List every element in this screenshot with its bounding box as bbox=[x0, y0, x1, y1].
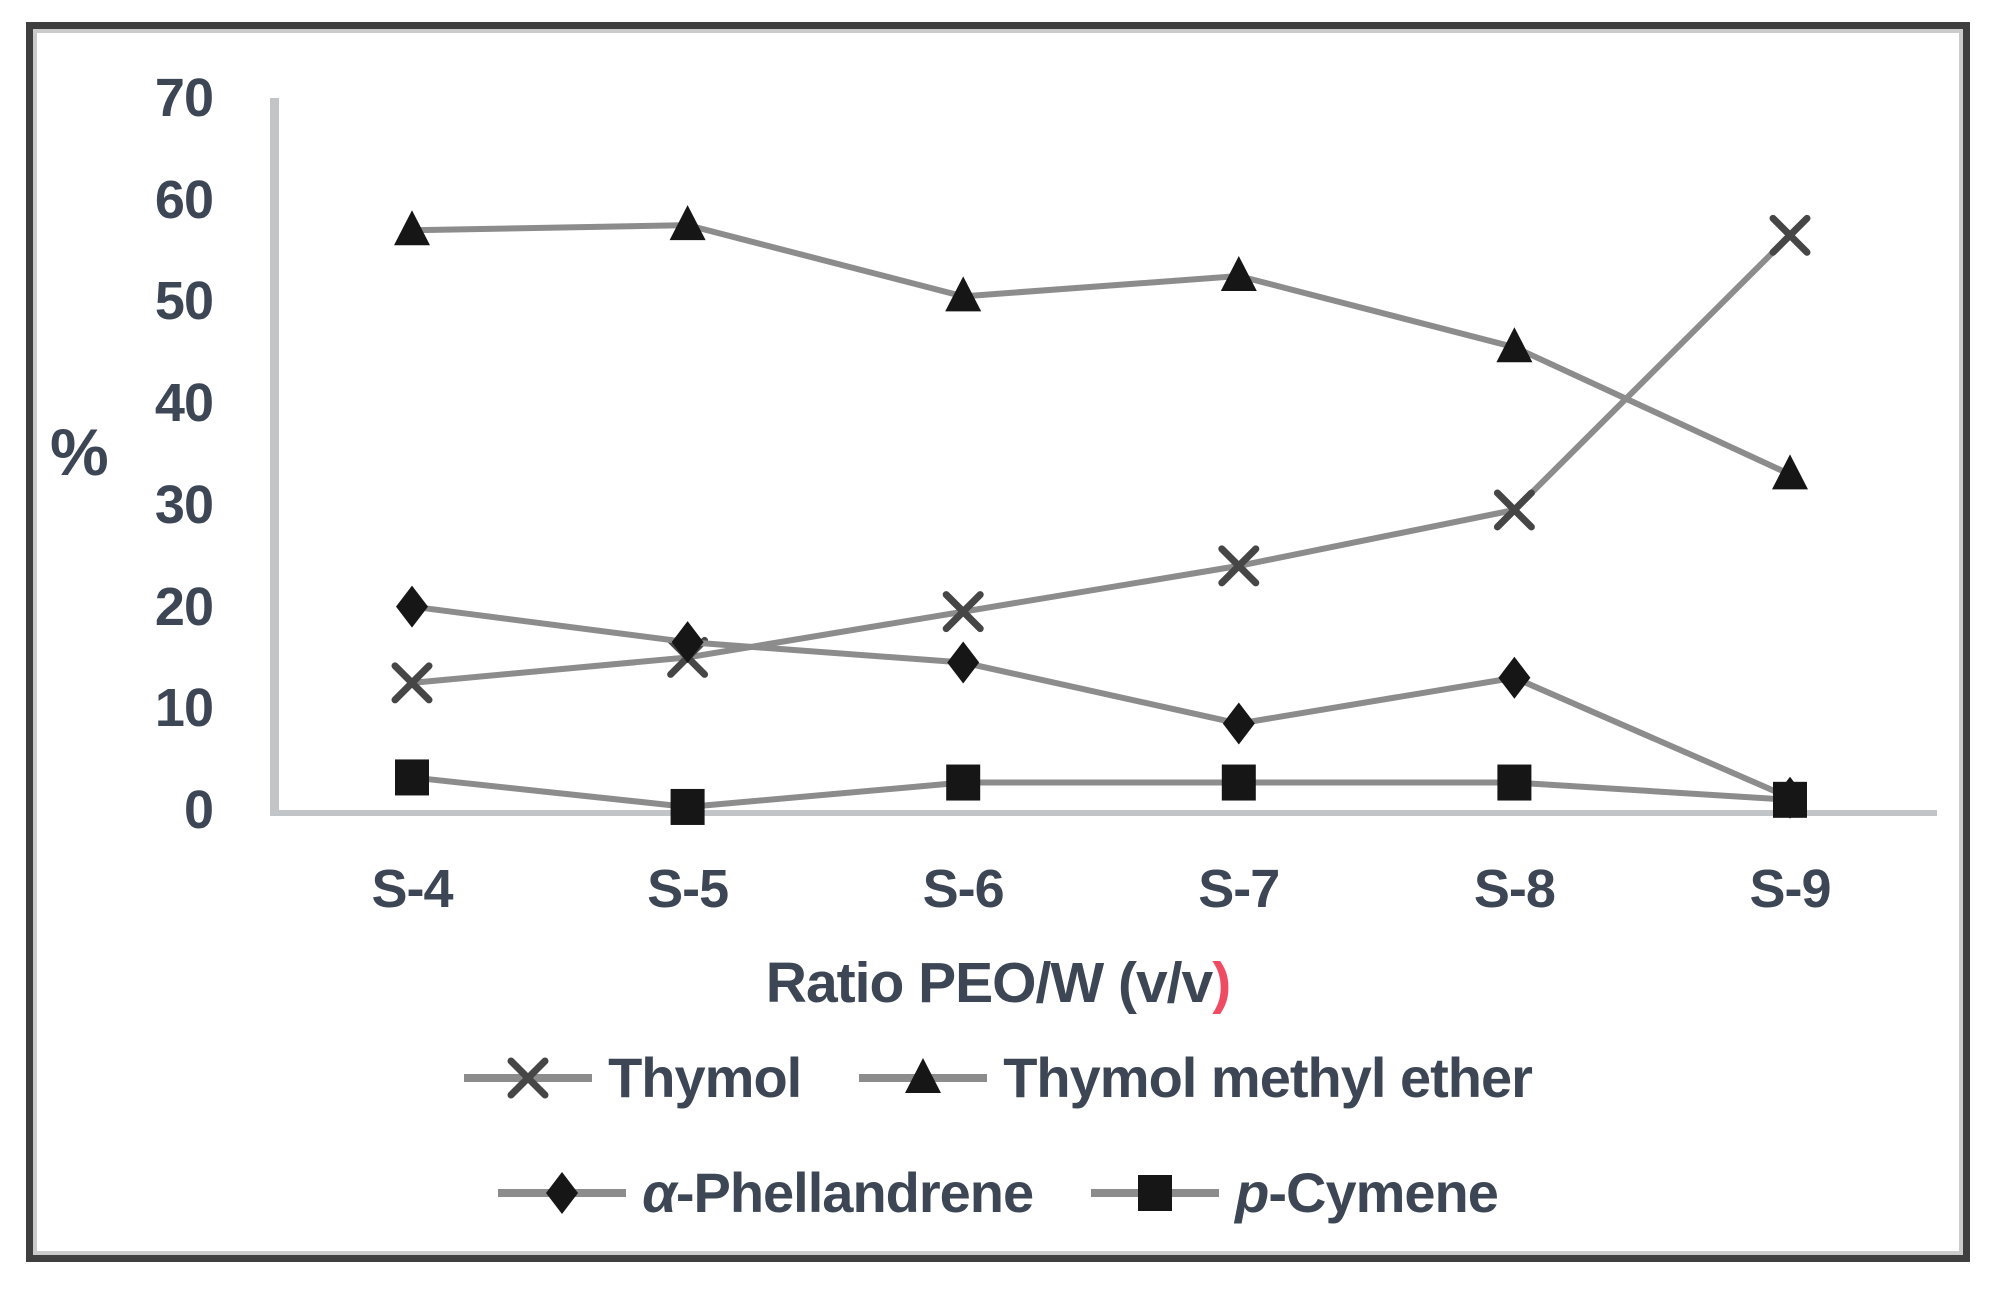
x-axis-title-text: Ratio PEO/W (v/v bbox=[765, 951, 1213, 1015]
legend-row-1: Thymol Thymol methyl ether bbox=[0, 1050, 1996, 1106]
marker--phellandrene-s-8 bbox=[1498, 656, 1531, 699]
x-tick-label: S-7 bbox=[1198, 859, 1280, 919]
y-tick-label: 50 bbox=[154, 271, 214, 332]
legend-diamond-glyph bbox=[546, 1172, 579, 1214]
marker-p-cymene-s-7 bbox=[1221, 764, 1256, 801]
marker-thymol-methyl-ether-s-7 bbox=[1220, 256, 1257, 291]
marker-p-cymene-s-8 bbox=[1497, 764, 1532, 801]
plot-area bbox=[270, 98, 1937, 816]
marker-p-cymene-s-6 bbox=[946, 764, 981, 801]
series-line-p-cymene bbox=[411, 774, 1791, 810]
marker-thymol-methyl-ether-s-4 bbox=[394, 210, 430, 246]
marker-p-cymene-s-5 bbox=[670, 788, 705, 825]
legend-triangle-glyph bbox=[905, 1058, 942, 1093]
marker-thymol-methyl-ether-s-6 bbox=[945, 276, 982, 312]
y-axis-tick-labels: 0 10 20 30 40 50 60 70 bbox=[0, 0, 214, 1292]
legend-item-p-cymene: p-Cymene bbox=[1091, 1161, 1499, 1224]
series-line-thymol bbox=[411, 233, 1793, 686]
legend-square-glyph bbox=[1138, 1175, 1173, 1211]
marker-thymol-methyl-ether-s-5 bbox=[669, 205, 706, 241]
legend-diamond-marker-icon bbox=[498, 1172, 627, 1214]
marker-thymol-s-8 bbox=[1493, 489, 1535, 531]
x-axis-title: Ratio PEO/W (v/v) bbox=[0, 955, 1996, 1012]
marker-thymol-methyl-ether-s-8 bbox=[1496, 327, 1533, 363]
y-tick-label: 60 bbox=[154, 169, 214, 230]
x-tick-label: S-4 bbox=[371, 859, 453, 919]
x-axis-title-paren: ) bbox=[1212, 951, 1231, 1015]
x-tick-label: S-6 bbox=[922, 859, 1005, 919]
y-tick-label: 70 bbox=[154, 68, 214, 128]
legend-item-phellandrene: α-Phellandrene bbox=[498, 1161, 1034, 1224]
x-tick-label: S-8 bbox=[1473, 859, 1556, 919]
y-tick-label: 30 bbox=[154, 474, 214, 535]
marker-thymol-s-6 bbox=[942, 591, 984, 633]
figure-frame bbox=[26, 22, 1970, 1262]
marker-p-cymene-s-9 bbox=[1773, 781, 1807, 818]
marker--phellandrene-s-5 bbox=[671, 621, 704, 664]
legend-item-thymol: Thymol bbox=[464, 1046, 802, 1109]
legend-square-marker-icon bbox=[1091, 1175, 1220, 1211]
series-line-thymol-methyl-ether bbox=[411, 222, 1792, 478]
y-tick-label: 20 bbox=[154, 576, 214, 637]
marker--phellandrene-s-4 bbox=[396, 585, 428, 628]
legend-label-p-cymene: p-Cymene bbox=[1235, 1161, 1499, 1224]
marker-thymol-methyl-ether-s-9 bbox=[1772, 454, 1808, 490]
marker-thymol-s-9 bbox=[1769, 214, 1811, 256]
x-tick-label: S-5 bbox=[647, 859, 729, 919]
legend-label-thymol-methyl-ether: Thymol methyl ether bbox=[1003, 1046, 1533, 1109]
legend-item-thymol-methyl-ether: Thymol methyl ether bbox=[859, 1046, 1533, 1109]
marker-p-cymene-s-4 bbox=[395, 759, 429, 796]
y-tick-label: 10 bbox=[154, 678, 214, 739]
series-line--phellandrene bbox=[411, 603, 1792, 801]
legend-label-thymol: Thymol bbox=[608, 1046, 802, 1109]
marker--phellandrene-s-7 bbox=[1222, 702, 1255, 745]
marker-thymol-s-7 bbox=[1218, 545, 1260, 587]
y-tick-label: 40 bbox=[154, 373, 214, 434]
y-tick-label: 0 bbox=[183, 780, 214, 840]
legend-row-2: α-Phellandrene p-Cymene bbox=[0, 1165, 1996, 1221]
legend-triangle-marker-icon bbox=[859, 1058, 988, 1093]
y-axis-title: % bbox=[50, 415, 109, 489]
legend-x-glyph bbox=[507, 1057, 549, 1099]
x-tick-label: S-9 bbox=[1749, 859, 1831, 919]
chart-series-svg bbox=[391, 205, 1811, 825]
legend-label-phellandrene: α-Phellandrene bbox=[642, 1161, 1034, 1224]
marker-thymol-s-4 bbox=[391, 662, 433, 704]
legend-x-marker-icon bbox=[464, 1057, 593, 1099]
marker--phellandrene-s-6 bbox=[947, 641, 980, 684]
